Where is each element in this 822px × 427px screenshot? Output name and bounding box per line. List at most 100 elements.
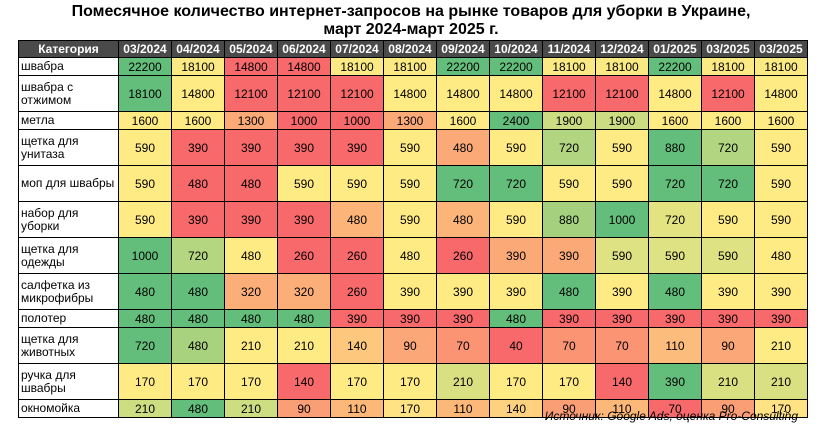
value-cell: 590: [118, 201, 172, 238]
value-cell: 18100: [118, 75, 172, 112]
value-cell: 1600: [436, 111, 490, 130]
column-header: 03/2025: [701, 40, 755, 58]
table-row: набор для уборки 590 390 390 390 480 590 480 590…: [18, 201, 808, 238]
value-cell: 590: [754, 201, 808, 238]
value-cell: 590: [648, 237, 702, 274]
value-cell: 1900: [542, 111, 596, 130]
value-cell: 720: [118, 327, 172, 364]
value-cell: 70: [595, 327, 649, 364]
table-row: щетка для одежды 1000 720 480 260 260 480 260 39…: [18, 237, 808, 274]
table-row: салфетка из микрофибры 480 480 320 320 260 390…: [18, 273, 808, 310]
value-cell: 590: [118, 129, 172, 166]
chart-title-line-1: Помесячное количество интернет-запросов …: [71, 3, 751, 20]
value-cell: 390: [489, 237, 543, 274]
column-header: 03/2024: [118, 40, 172, 58]
value-cell: 170: [542, 363, 596, 400]
value-cell: 90: [701, 399, 755, 418]
row-category-label: швабра: [18, 57, 119, 76]
value-cell: 18100: [542, 57, 596, 76]
value-cell: 14800: [383, 75, 437, 112]
value-cell: 1000: [118, 237, 172, 274]
value-cell: 390: [330, 309, 384, 328]
value-cell: 480: [542, 273, 596, 310]
column-header: 06/2024: [277, 40, 331, 58]
value-cell: 170: [754, 399, 808, 418]
table-row: окномойка 210 480 210 90 110 170 110 140 90 110 70 9…: [18, 399, 808, 418]
column-header: 09/2024: [436, 40, 490, 58]
value-cell: 390: [701, 309, 755, 328]
value-cell: 14800: [224, 57, 278, 76]
value-cell: 110: [648, 327, 702, 364]
value-cell: 90: [542, 399, 596, 418]
value-cell: 390: [542, 237, 596, 274]
value-cell: 390: [542, 309, 596, 328]
value-cell: 90: [701, 327, 755, 364]
header-row: Категория 03/2024 04/2024 05/2024 06/2024 07…: [18, 40, 808, 58]
value-cell: 320: [277, 273, 331, 310]
row-category-label: щетка для животных: [18, 327, 119, 364]
value-cell: 480: [171, 327, 225, 364]
value-cell: 720: [701, 129, 755, 166]
value-cell: 14800: [436, 75, 490, 112]
table-row: ручка для швабры 170 170 170 140 170 170 210 170…: [18, 363, 808, 400]
table-row: швабра 22200 18100 14800 14800 18100 18100 2220…: [18, 57, 808, 76]
value-cell: 590: [383, 165, 437, 202]
value-cell: 18100: [701, 57, 755, 76]
value-cell: 170: [383, 399, 437, 418]
value-cell: 390: [383, 309, 437, 328]
value-cell: 720: [648, 165, 702, 202]
value-cell: 140: [277, 363, 331, 400]
value-cell: 18100: [330, 57, 384, 76]
value-cell: 14800: [754, 75, 808, 112]
value-cell: 590: [595, 165, 649, 202]
table-body: швабра 22200 18100 14800 14800 18100 18100 2220…: [18, 57, 808, 418]
value-cell: 210: [701, 363, 755, 400]
value-cell: 170: [118, 363, 172, 400]
value-cell: 90: [383, 327, 437, 364]
row-category-label: щетка для одежды: [18, 237, 119, 274]
value-cell: 12100: [701, 75, 755, 112]
value-cell: 110: [595, 399, 649, 418]
value-cell: 22200: [436, 57, 490, 76]
value-cell: 18100: [595, 57, 649, 76]
row-category-label: щетка для унитаза: [18, 129, 119, 166]
value-cell: 260: [330, 273, 384, 310]
value-cell: 1000: [277, 111, 331, 130]
value-cell: 390: [701, 273, 755, 310]
table-row: щетка для унитаза 590 390 390 390 390 590 480 59…: [18, 129, 808, 166]
value-cell: 480: [754, 237, 808, 274]
value-cell: 210: [754, 327, 808, 364]
table-row: моп для швабры 590 480 480 590 590 590 720 720 59…: [18, 165, 808, 202]
value-cell: 1600: [754, 111, 808, 130]
value-cell: 390: [171, 129, 225, 166]
value-cell: 590: [489, 201, 543, 238]
value-cell: 170: [489, 363, 543, 400]
table-row: полотер 480 480 480 480 390 390 390 480 390 390 390…: [18, 309, 808, 328]
value-cell: 2400: [489, 111, 543, 130]
value-cell: 14800: [171, 75, 225, 112]
value-cell: 480: [171, 309, 225, 328]
value-cell: 720: [701, 165, 755, 202]
value-cell: 720: [542, 129, 596, 166]
column-header: 05/2024: [224, 40, 278, 58]
value-cell: 390: [754, 273, 808, 310]
value-cell: 590: [383, 201, 437, 238]
value-cell: 880: [542, 201, 596, 238]
value-cell: 480: [436, 201, 490, 238]
value-cell: 140: [595, 363, 649, 400]
value-cell: 1900: [595, 111, 649, 130]
value-cell: 1300: [224, 111, 278, 130]
column-header: 04/2024: [171, 40, 225, 58]
value-cell: 18100: [383, 57, 437, 76]
header-category: Категория: [18, 40, 119, 58]
value-cell: 390: [648, 363, 702, 400]
value-cell: 12100: [595, 75, 649, 112]
value-cell: 1600: [701, 111, 755, 130]
value-cell: 210: [754, 363, 808, 400]
value-cell: 590: [595, 129, 649, 166]
value-cell: 390: [595, 309, 649, 328]
value-cell: 480: [224, 237, 278, 274]
value-cell: 260: [330, 237, 384, 274]
value-cell: 590: [542, 165, 596, 202]
value-cell: 390: [648, 309, 702, 328]
